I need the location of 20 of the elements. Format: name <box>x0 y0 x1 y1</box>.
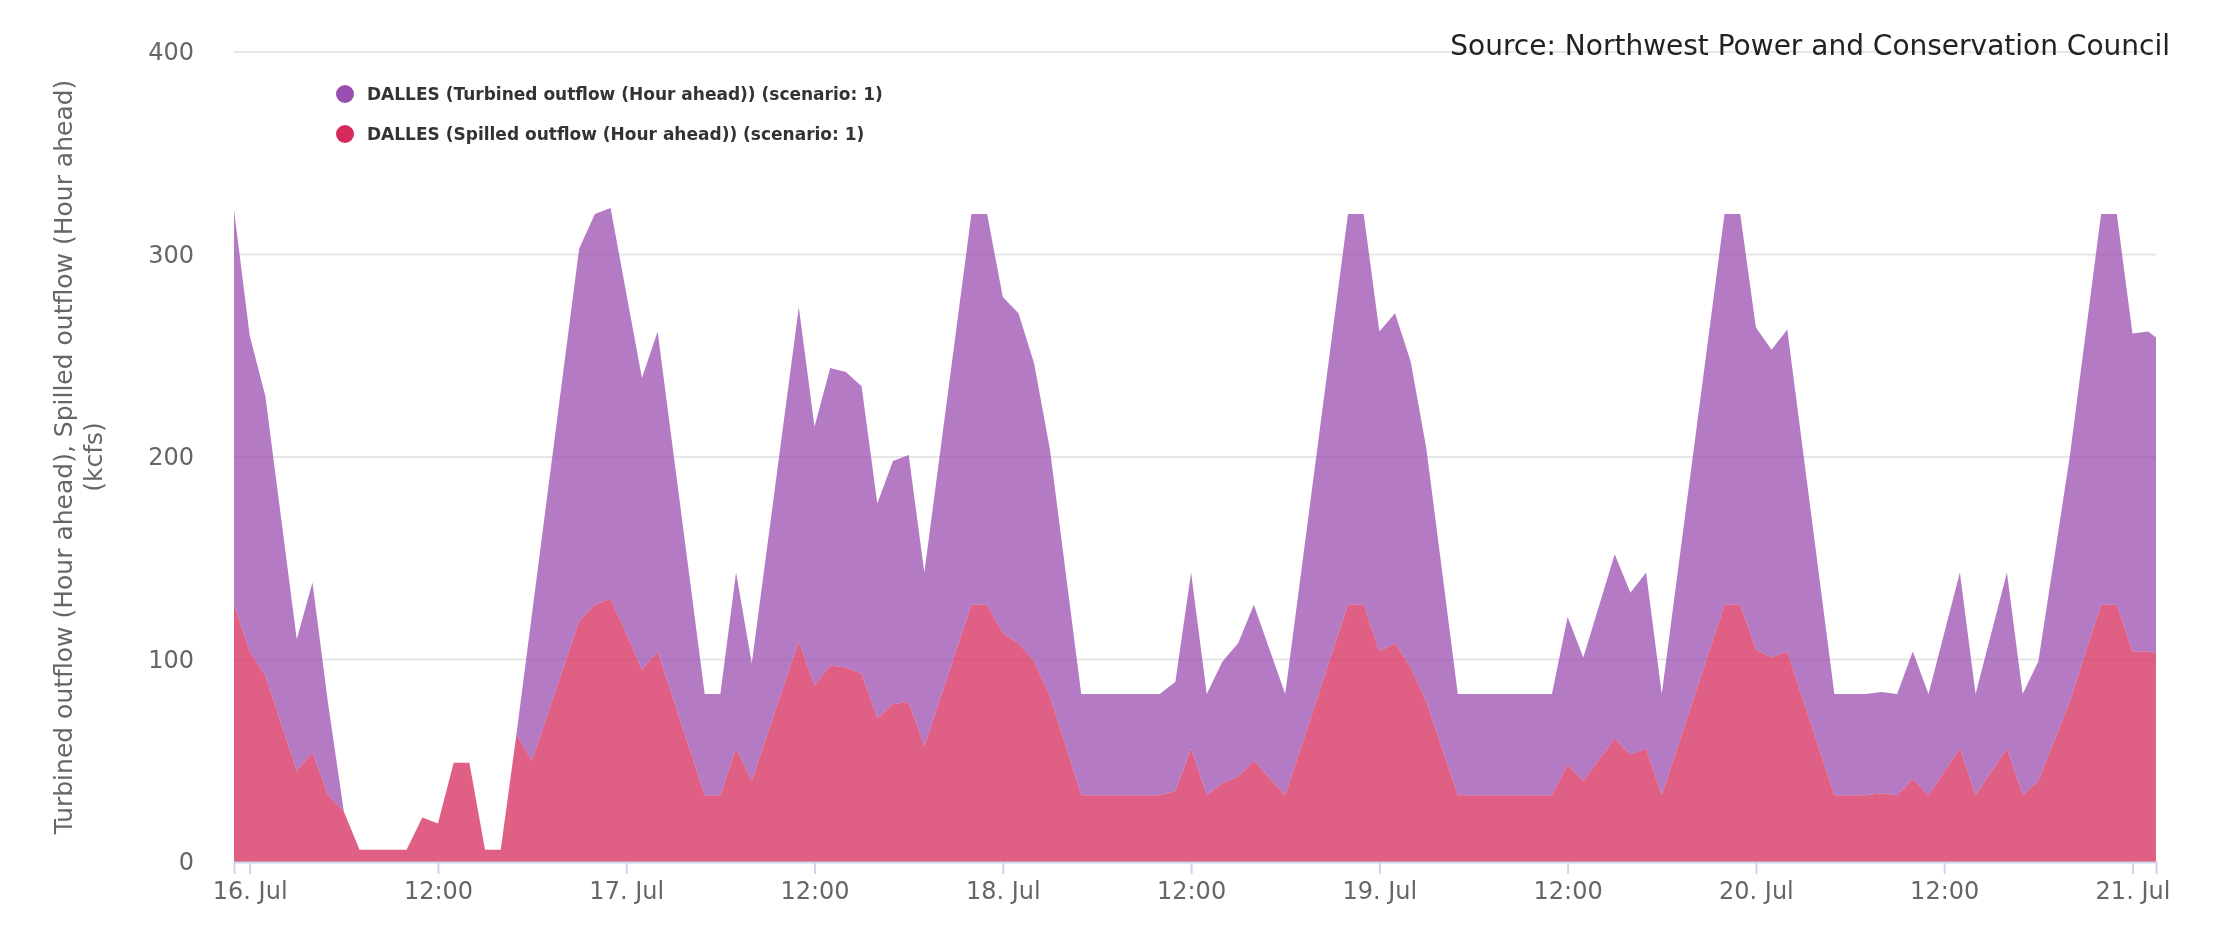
y-tick-label: 100 <box>148 645 194 674</box>
y-tick-label: 0 <box>178 848 194 877</box>
x-tick-label: 12:00 <box>403 877 474 906</box>
x-tick-label: 20. Jul <box>1719 877 1794 906</box>
y-tick-label: 400 <box>148 38 194 67</box>
x-tick-label: 16. Jul <box>212 877 288 906</box>
annotation: Source: Northwest Power and Conservation Council <box>1450 29 2170 62</box>
y-tick-label: 200 <box>148 443 194 472</box>
legend-label: DALLES (Spilled outflow (Hour ahead)) (scenario: 1) <box>367 124 865 144</box>
x-tick-label: 21. Jul <box>2095 877 2171 906</box>
x-tick-label: 12:00 <box>780 877 850 906</box>
x-tick-label: 12:00 <box>1156 877 1227 906</box>
x-tick-label: 18. Jul <box>965 877 1041 906</box>
y-tick-label: 300 <box>148 240 194 269</box>
y-axis-title: Turbined outflow (Hour ahead), Spilled outflow (Hour ahead) (kcfs) <box>49 79 108 836</box>
x-tick-label: 17. Jul <box>589 877 665 906</box>
legend-label: DALLES (Turbined outflow (Hour ahead)) (scenario: 1) <box>367 84 883 104</box>
x-tick-label: 12:00 <box>1910 877 1980 906</box>
x-tick-label: 12:00 <box>1533 877 1603 906</box>
x-tick-label: 19. Jul <box>1342 877 1418 906</box>
